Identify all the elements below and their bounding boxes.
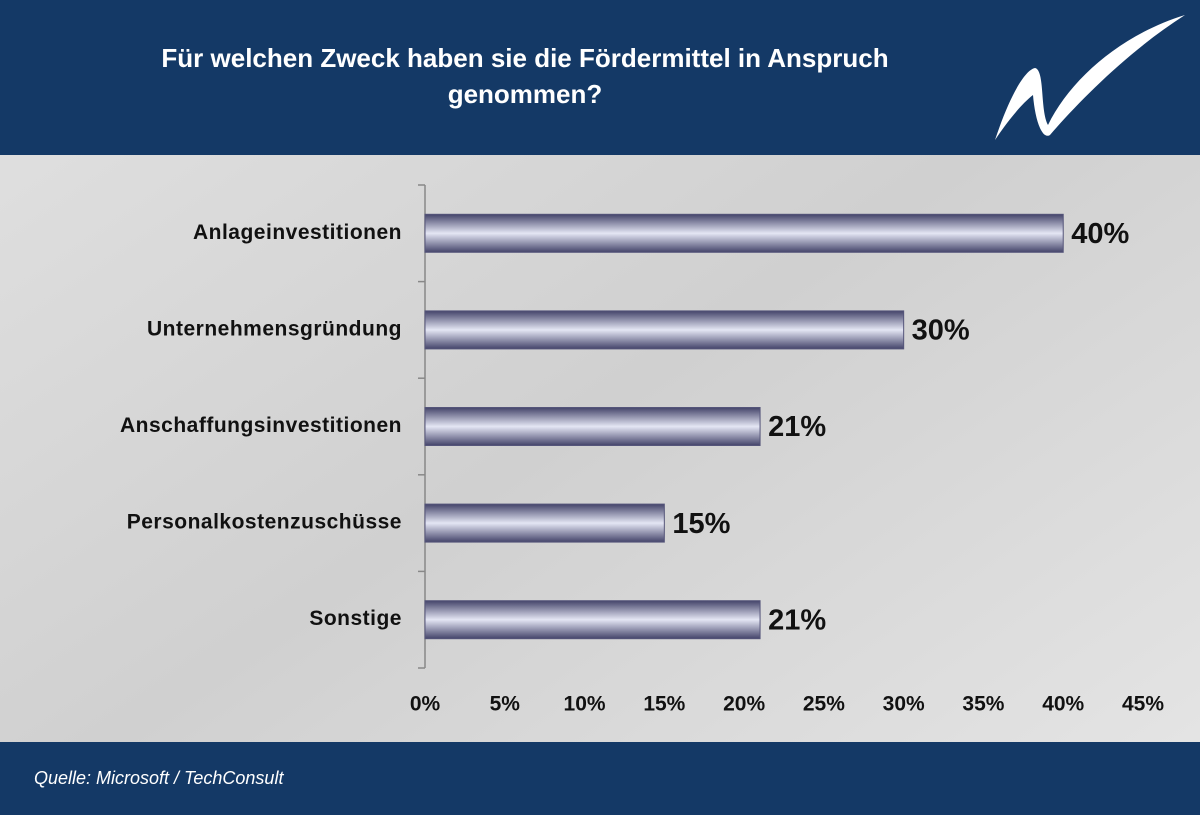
- bar: [424, 310, 905, 350]
- data-label: 40%: [1071, 218, 1129, 250]
- x-tick-label: 35%: [962, 693, 1004, 716]
- y-tick-label: Sonstige: [309, 607, 402, 630]
- data-label: 15%: [672, 508, 730, 540]
- x-tick-label: 5%: [490, 693, 521, 716]
- footer-band: [0, 742, 1200, 815]
- data-label: 21%: [768, 411, 826, 443]
- y-tick-label: Anlageinvestitionen: [193, 221, 402, 244]
- x-tick-label: 10%: [564, 693, 606, 716]
- bar: [424, 600, 761, 640]
- data-label: 30%: [912, 315, 970, 347]
- bar: [424, 213, 1064, 253]
- x-tick-label: 40%: [1042, 693, 1084, 716]
- x-tick-label: 15%: [643, 693, 685, 716]
- y-tick-label: Anschaffungsinvestitionen: [120, 414, 402, 437]
- source: Quelle: Microsoft / TechConsult: [34, 768, 284, 788]
- bar: [424, 407, 761, 446]
- x-tick-label: 25%: [803, 693, 845, 716]
- chart-title: Für welchen Zweck haben sie die Fördermi…: [161, 43, 888, 109]
- data-label: 21%: [768, 604, 826, 636]
- y-tick-label: Unternehmensgründung: [147, 317, 402, 340]
- x-tick-label: 45%: [1122, 693, 1164, 716]
- x-tick-label: 30%: [883, 693, 925, 716]
- logo: [995, 15, 1185, 140]
- x-tick-label: 0%: [410, 693, 441, 716]
- bar: [424, 503, 665, 543]
- x-tick-label: 20%: [723, 693, 765, 716]
- y-tick-label: Personalkostenzuschüsse: [127, 511, 402, 534]
- header-band: [0, 0, 1200, 155]
